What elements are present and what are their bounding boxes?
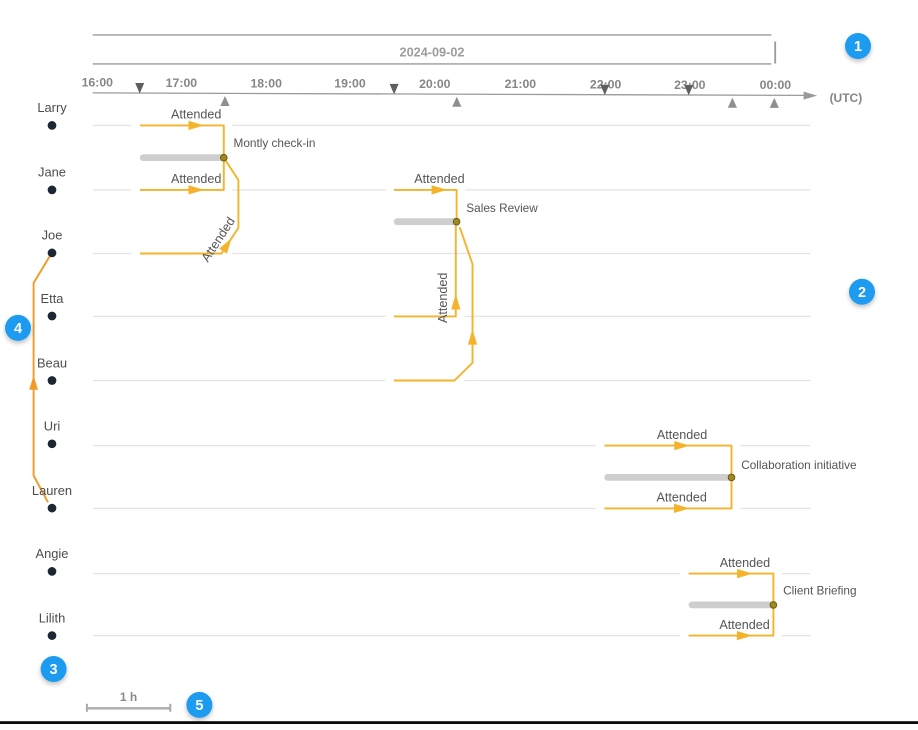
svg-text:1: 1 bbox=[854, 39, 862, 55]
svg-text:Uri: Uri bbox=[44, 419, 60, 434]
svg-text:Attended: Attended bbox=[719, 618, 769, 632]
svg-text:2: 2 bbox=[858, 285, 866, 301]
svg-text:16:00: 16:00 bbox=[82, 76, 114, 90]
svg-text:4: 4 bbox=[14, 321, 22, 337]
svg-text:Sales Review: Sales Review bbox=[466, 201, 538, 215]
svg-text:20:00: 20:00 bbox=[419, 77, 451, 91]
svg-text:Lilith: Lilith bbox=[39, 610, 66, 625]
svg-text:5: 5 bbox=[195, 698, 203, 714]
svg-text:Attended: Attended bbox=[414, 172, 464, 186]
svg-text:Attended: Attended bbox=[436, 273, 450, 323]
svg-text:19:00: 19:00 bbox=[334, 77, 366, 91]
svg-text:2024-09-02: 2024-09-02 bbox=[400, 46, 465, 60]
svg-text:00:00: 00:00 bbox=[760, 78, 792, 92]
svg-text:22:00: 22:00 bbox=[590, 78, 622, 92]
svg-text:Client Briefing: Client Briefing bbox=[783, 583, 856, 597]
svg-text:3: 3 bbox=[50, 662, 58, 678]
svg-text:Etta: Etta bbox=[41, 291, 65, 306]
svg-text:Attended: Attended bbox=[171, 172, 221, 186]
svg-text:Attended: Attended bbox=[171, 108, 221, 122]
svg-text:Lauren: Lauren bbox=[32, 483, 72, 498]
svg-text:1 h: 1 h bbox=[120, 690, 137, 704]
svg-text:Attended: Attended bbox=[720, 556, 770, 570]
svg-text:17:00: 17:00 bbox=[166, 76, 198, 90]
svg-text:Collaboration initiative: Collaboration initiative bbox=[741, 458, 857, 472]
svg-text:(UTC): (UTC) bbox=[830, 91, 863, 105]
svg-text:18:00: 18:00 bbox=[250, 76, 282, 90]
svg-text:Joe: Joe bbox=[42, 228, 63, 243]
svg-text:Jane: Jane bbox=[38, 165, 66, 180]
svg-text:Angie: Angie bbox=[36, 546, 69, 561]
svg-text:21:00: 21:00 bbox=[505, 77, 537, 91]
svg-text:Larry: Larry bbox=[37, 100, 67, 115]
svg-text:Attended: Attended bbox=[656, 491, 706, 505]
svg-text:23:00: 23:00 bbox=[674, 78, 706, 92]
svg-text:Beau: Beau bbox=[37, 355, 67, 370]
svg-text:Attended: Attended bbox=[657, 428, 707, 442]
svg-text:Montly check-in: Montly check-in bbox=[234, 136, 316, 150]
